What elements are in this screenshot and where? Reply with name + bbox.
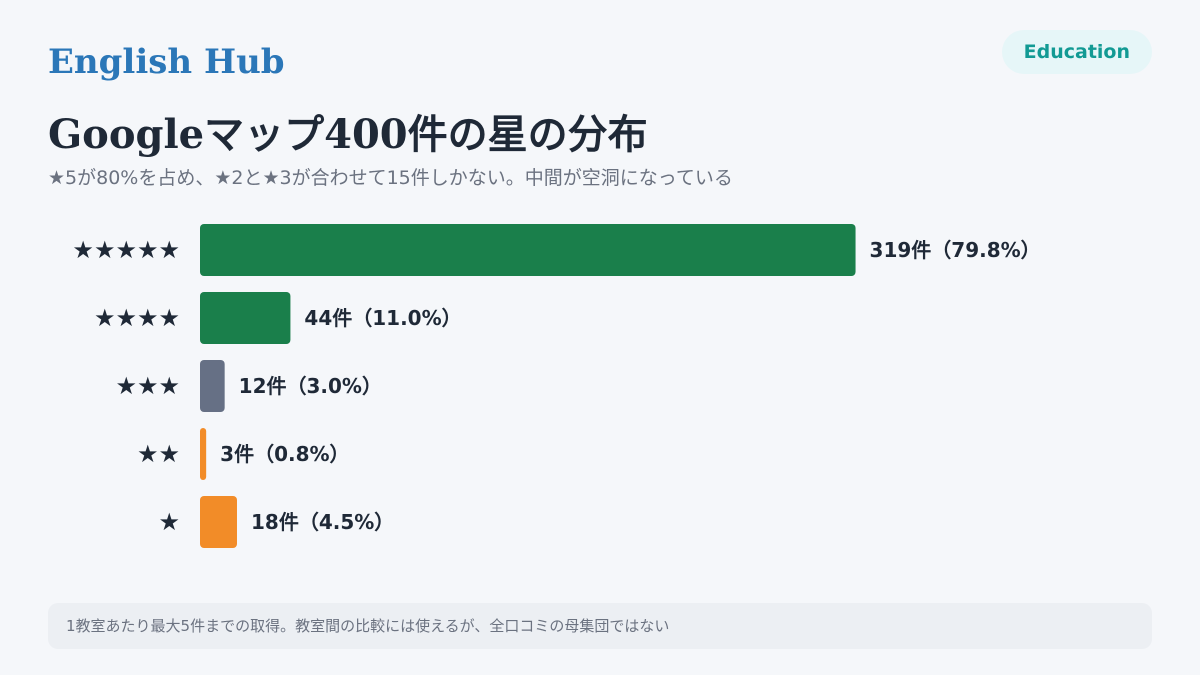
value-label-5-star: 319件（79.8%） xyxy=(870,238,1041,262)
bar-5-star xyxy=(200,224,856,276)
value-label-2-star: 3件（0.8%） xyxy=(220,442,349,466)
bar-4-star xyxy=(200,292,291,344)
bar-1-star xyxy=(200,496,237,548)
bar-2-star xyxy=(200,428,207,480)
star-distribution-chart: ★★★★★ 319件（79.8%）★★★★ 44件（11.0%）★★★ 12件（3.0… xyxy=(72,224,1041,548)
bar-3-star xyxy=(200,360,225,412)
footer-note: 1教室あたり最大5件までの取得。教室間の比較には使えるが、全口コミの母集団ではな… xyxy=(48,603,1152,649)
category-label-2-star: ★★ xyxy=(137,440,180,468)
category-label-4-star: ★★★★ xyxy=(94,304,180,332)
brand-logo: English Hub xyxy=(48,42,285,82)
value-label-4-star: 44件（11.0%） xyxy=(304,306,461,330)
chart-title: Googleマップ400件の星の分布 xyxy=(48,111,648,158)
value-label-3-star: 12件（3.0%） xyxy=(239,374,382,398)
category-label-3-star: ★★★ xyxy=(115,372,180,400)
value-label-1-star: 18件（4.5%） xyxy=(251,510,394,534)
category-label-5-star: ★★★★★ xyxy=(72,236,180,264)
category-badge: Education xyxy=(1001,30,1152,74)
category-label-1-star: ★ xyxy=(158,508,180,536)
chart-subtitle: ★5が80%を占め、★2と★3が合わせて15件しかない。中間が空洞になっている xyxy=(48,167,733,189)
